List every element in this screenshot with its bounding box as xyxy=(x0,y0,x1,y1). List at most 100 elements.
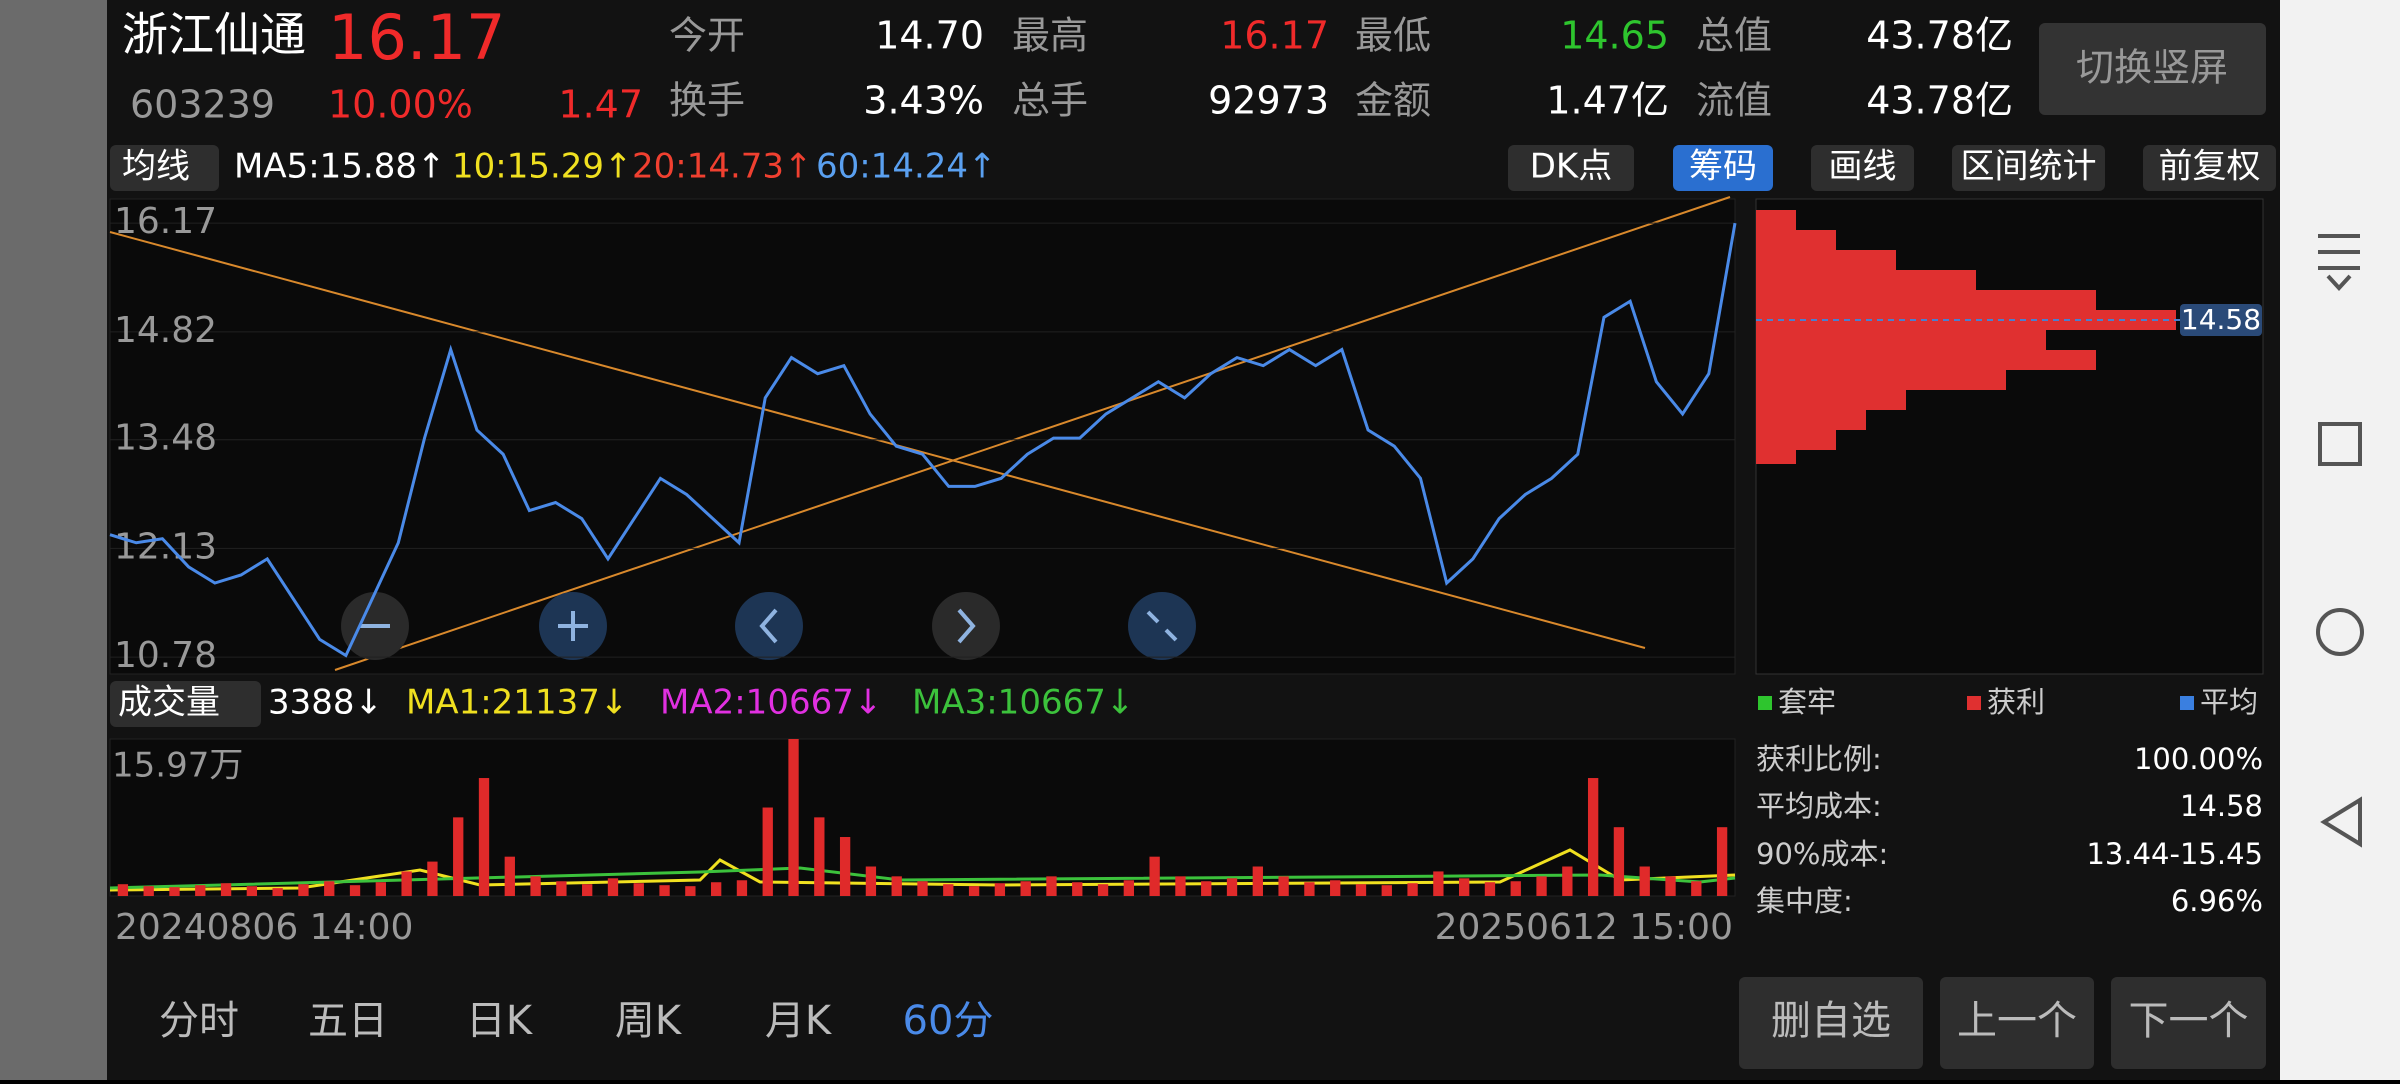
tool-label[interactable]: 筹码 xyxy=(1689,147,1757,187)
tool-label[interactable]: 前复权 xyxy=(2159,147,2261,187)
volume-bar xyxy=(1484,882,1496,896)
scroll-left[interactable] xyxy=(735,592,803,660)
stat-value: 16.17 xyxy=(1220,14,1329,58)
chip-stat-label: 90%成本: xyxy=(1756,837,1888,871)
nav-pull[interactable] xyxy=(2318,234,2360,291)
orientation-button[interactable] xyxy=(2039,23,2266,115)
volume-selector-label[interactable]: 成交量 xyxy=(118,683,220,723)
ma-selector[interactable] xyxy=(110,145,219,191)
volume-bar xyxy=(530,876,541,896)
tool-label[interactable]: 画线 xyxy=(1829,147,1897,187)
volume-bar xyxy=(1536,876,1547,896)
nav-recent[interactable] xyxy=(2318,422,2362,466)
y-tick-label: 10.78 xyxy=(114,635,217,676)
stat-label: 最低 xyxy=(1355,14,1431,58)
tool-button[interactable] xyxy=(1508,145,1634,191)
scroll-right[interactable] xyxy=(932,592,1000,660)
volume-bar xyxy=(1072,882,1083,896)
y-tick-label: 16.17 xyxy=(114,201,217,242)
volume-bar xyxy=(427,861,438,896)
volume-bar xyxy=(1665,876,1676,896)
y-tick-label: 13.48 xyxy=(114,418,217,459)
ma-value: 20:14.73↑ xyxy=(632,147,813,187)
chip-stat-label: 平均成本: xyxy=(1756,789,1882,823)
volume-bar xyxy=(1252,866,1263,896)
volume-bar xyxy=(195,885,206,896)
volume-bar xyxy=(401,871,412,896)
stock-price: 16.17 xyxy=(328,1,506,74)
left-bezel xyxy=(0,0,107,1080)
volume-bar xyxy=(582,884,593,896)
ma-selector-label[interactable]: 均线 xyxy=(122,147,190,187)
period-tab[interactable]: 60分 xyxy=(903,998,994,1044)
end-date: 20250612 15:00 xyxy=(1435,907,1733,948)
action-button[interactable] xyxy=(1940,977,2094,1069)
change: 1.47 xyxy=(558,83,643,127)
tool-button[interactable] xyxy=(1673,145,1773,191)
trend-line xyxy=(334,196,1731,671)
volume-bar xyxy=(762,807,773,896)
volume-bar xyxy=(1562,866,1573,896)
volume-bar xyxy=(814,817,825,896)
volume-bar xyxy=(994,883,1006,896)
action-button[interactable] xyxy=(2111,977,2266,1069)
period-tab[interactable]: 日K xyxy=(466,998,534,1044)
volume-bar xyxy=(478,778,490,896)
volume-bar xyxy=(865,866,877,896)
stat-label: 换手 xyxy=(669,79,745,123)
action-label[interactable]: 删自选 xyxy=(1771,998,1891,1044)
volume-bar xyxy=(298,884,309,896)
volume-bar xyxy=(1459,878,1470,896)
chip-stat-value: 100.00% xyxy=(2134,742,2263,776)
volume-max-label: 15.97万 xyxy=(112,746,243,786)
volume-bar xyxy=(375,882,386,896)
period-tab[interactable]: 月K xyxy=(765,998,833,1044)
reset-zoom[interactable] xyxy=(1128,592,1196,660)
volume-ma-value: MA2:10667↓ xyxy=(660,683,882,723)
action-label[interactable]: 下一个 xyxy=(2129,998,2249,1044)
y-tick-label: 14.82 xyxy=(114,310,217,351)
stat-value: 43.78亿 xyxy=(1866,14,2013,58)
volume-bar xyxy=(1691,881,1702,896)
volume-bar xyxy=(1433,871,1444,896)
action-button[interactable] xyxy=(1739,977,1923,1069)
nav-back[interactable] xyxy=(2320,796,2362,848)
tool-label[interactable]: DK点 xyxy=(1530,147,1612,187)
price-line xyxy=(109,222,1737,658)
stat-label: 最高 xyxy=(1012,14,1088,58)
volume-bar xyxy=(917,881,928,896)
chip-stat-value: 13.44-15.45 xyxy=(2086,837,2263,871)
volume-bar xyxy=(556,881,567,896)
tool-label[interactable]: 区间统计 xyxy=(1961,147,2097,187)
nav-icons xyxy=(2316,234,2364,848)
legend-swatch xyxy=(1758,696,1772,710)
volume-bar xyxy=(1201,881,1212,896)
stock-code: 603239 xyxy=(130,83,275,127)
volume-bar xyxy=(1020,881,1031,896)
period-tab[interactable]: 分时 xyxy=(159,998,239,1044)
action-label[interactable]: 上一个 xyxy=(1957,998,2077,1044)
period-tab[interactable]: 五日 xyxy=(308,998,388,1044)
stat-label: 今开 xyxy=(669,14,745,58)
stat-value: 14.70 xyxy=(875,14,984,58)
volume-bar xyxy=(968,886,980,896)
stat-label: 总值 xyxy=(1696,14,1772,58)
volume-area xyxy=(109,738,1736,897)
stat-label: 金额 xyxy=(1355,79,1431,123)
volume-selector[interactable] xyxy=(110,681,261,727)
volume-bar xyxy=(324,881,335,896)
volume-bar xyxy=(169,887,180,896)
tool-button[interactable] xyxy=(1811,145,1914,191)
avg-tag-label: 14.58 xyxy=(2181,303,2261,336)
nav-home[interactable] xyxy=(2316,608,2364,656)
volume-bar xyxy=(246,886,258,896)
volume-ma-value: MA3:10667↓ xyxy=(912,683,1134,723)
period-tab[interactable]: 周K xyxy=(615,998,683,1044)
tool-button[interactable] xyxy=(1952,145,2105,191)
stat-value: 1.47亿 xyxy=(1546,79,1669,123)
tool-button[interactable] xyxy=(2143,145,2276,191)
volume-ma-value: 3388↓ xyxy=(268,683,383,723)
stat-label: 总手 xyxy=(1012,79,1088,123)
volume-bar xyxy=(1381,885,1392,896)
orientation-label[interactable]: 切换竖屏 xyxy=(2076,46,2228,90)
